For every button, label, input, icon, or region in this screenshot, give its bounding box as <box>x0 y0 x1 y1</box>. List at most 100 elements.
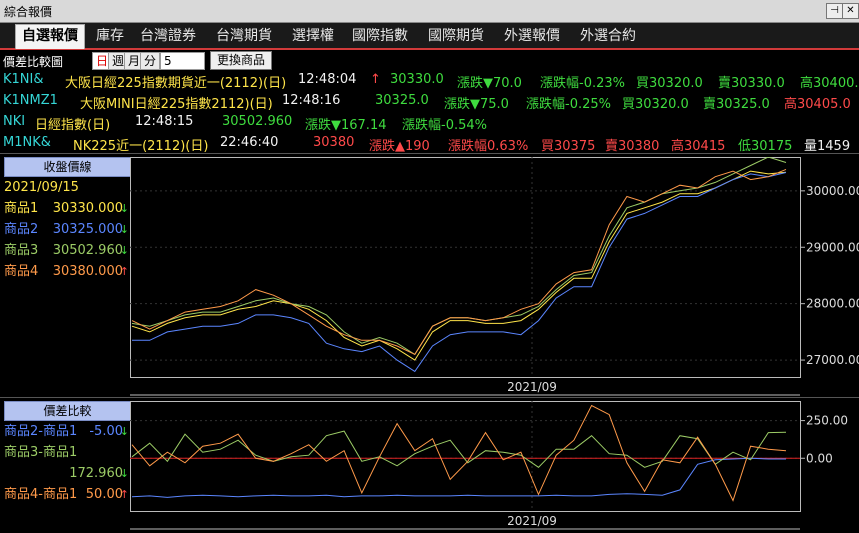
spread-chart[interactable]: 250.00 0.00 2021/09 <box>130 401 859 532</box>
close-price-sidebar: 收盤價線 2021/09/15 商品1 30330.000 ↓ 商品2 3032… <box>4 157 131 282</box>
y-tick-label: 29000.00 <box>806 240 859 254</box>
x-tick-label: 2021/09 <box>507 514 557 528</box>
tab-foreign-options-quote[interactable]: 外選報價 <box>504 28 560 44</box>
quote-ask: 賣30330.0 <box>718 76 785 91</box>
y-tick-label: 0.00 <box>806 451 833 465</box>
spread-heading: 價差比較 <box>4 401 131 421</box>
close-price-date: 2021/09/15 <box>4 180 79 195</box>
quote-code: NKI <box>3 114 26 129</box>
close-price-panel: 收盤價線 2021/09/15 商品1 30330.000 ↓ 商品2 3032… <box>0 153 859 398</box>
tab-watchlist[interactable]: 自選報價 <box>15 24 85 49</box>
tab-bar: 自選報價 庫存 台灣證券 台灣期貨 選擇權 國際指數 國際期貨 外選報價 外選合… <box>0 23 859 50</box>
window-title: 綜合報價 <box>4 5 53 19</box>
quote-bid: 買30375 <box>541 139 596 154</box>
quote-price: 30325.0 <box>375 93 429 108</box>
legend-item: 商品1 30330.000 ↓ <box>4 198 129 219</box>
series-line <box>131 404 787 502</box>
down-arrow-icon: ↓ <box>119 202 129 215</box>
quote-change: 漲跌▼70.0 <box>457 76 522 91</box>
tab-options[interactable]: 選擇權 <box>292 28 334 44</box>
plot-frame <box>130 401 801 512</box>
legend-item: 商品4 30380.000 ↑ <box>4 261 129 282</box>
count-spinner[interactable]: 5 <box>160 52 205 70</box>
window-titlebar: 綜合報價 ⊣ ✕ <box>0 0 859 23</box>
down-arrow-icon: ↓ <box>119 223 129 236</box>
legend-item-value: 172.960 ↓ <box>4 463 129 484</box>
quote-pct: 漲跌幅-0.25% <box>526 97 611 112</box>
down-arrow-icon: ↓ <box>119 467 129 480</box>
quote-code: M1NK& <box>3 135 51 150</box>
quote-pct: 漲跌幅0.63% <box>448 139 529 154</box>
tab-intl-futures[interactable]: 國際期貨 <box>428 28 484 44</box>
x-tick-label: 2021/09 <box>507 380 557 394</box>
quote-price: 30380 <box>313 135 355 150</box>
quote-name: 大阪MINI日經225指數2112)(日) <box>80 97 273 112</box>
quote-low: 低30175 <box>738 139 793 154</box>
quote-row[interactable]: M1NK& NK225近一(2112)(日) 22:46:40 30380 漲跌… <box>0 132 859 154</box>
quote-name: 大阪日經225指數期貨近一(2112)(日) <box>65 76 287 91</box>
quote-change: 漲跌▼167.14 <box>305 118 387 133</box>
down-arrow-icon: ↓ <box>119 244 129 257</box>
quote-bid: 買30320.0 <box>622 97 689 112</box>
quote-row[interactable]: K1NMZ1 大阪MINI日經225指數2112)(日) 12:48:16 30… <box>0 90 859 112</box>
y-tick-label: 30000.00 <box>806 184 859 198</box>
quote-bid: 買30320.0 <box>636 76 703 91</box>
tab-intl-index[interactable]: 國際指數 <box>352 28 408 44</box>
series-line <box>131 457 786 498</box>
quote-row[interactable]: NKI 日經指數(日) 12:48:15 30502.960 漲跌▼167.14… <box>0 111 859 133</box>
quote-pct: 漲跌幅-0.23% <box>540 76 625 91</box>
y-tick-label: 27000.00 <box>806 353 859 367</box>
quote-high: 高30400.0 <box>800 76 859 91</box>
quote-name: NK225近一(2112)(日) <box>73 139 209 154</box>
quote-volume: 量1459 <box>804 139 851 154</box>
quote-ask: 賣30325.0 <box>703 97 770 112</box>
quote-ask: 賣30380 <box>605 139 660 154</box>
close-price-chart[interactable]: 30000.00 29000.00 28000.00 27000.00 2021/09 <box>130 157 859 397</box>
legend-item: 商品3-商品1 <box>4 445 78 460</box>
quote-time: 22:46:40 <box>220 135 279 150</box>
quote-high: 高30405.0 <box>784 97 851 112</box>
spread-panel: 價差比較 商品2-商品1 -5.00 ↓ 商品3-商品1 172.960 ↓ 商… <box>0 397 859 533</box>
y-tick-label: 28000.00 <box>806 297 859 311</box>
series-line <box>132 172 787 373</box>
close-price-heading: 收盤價線 <box>4 157 131 177</box>
quote-high: 高30415 <box>671 139 726 154</box>
series-line <box>131 430 787 468</box>
tab-tw-futures[interactable]: 台灣期貨 <box>216 28 272 44</box>
period-minute[interactable]: 分 <box>140 52 161 70</box>
change-product-button[interactable]: 更換商品 <box>210 51 273 70</box>
toolbar-label: 價差比較圖 <box>3 55 64 69</box>
plot-frame <box>130 157 801 378</box>
legend-item: 商品2 30325.000 ↓ <box>4 219 129 240</box>
quote-name: 日經指數(日) <box>35 118 111 133</box>
series-line <box>131 168 787 356</box>
down-arrow-icon: ↓ <box>119 425 129 438</box>
quote-time: 12:48:16 <box>282 93 341 108</box>
quote-price: 30330.0 <box>390 72 444 87</box>
quote-change: 漲跌▲190 <box>369 139 430 154</box>
tab-inventory[interactable]: 庫存 <box>96 28 124 44</box>
legend-item: 商品3 30502.960 ↓ <box>4 240 129 261</box>
pin-icon[interactable]: ⊣ <box>826 3 843 19</box>
quote-arrow: ↑ <box>370 72 381 87</box>
toolbar: 價差比較圖 日 週 月 分 5 更換商品 <box>0 51 859 71</box>
quote-pct: 漲跌幅-0.54% <box>402 118 487 133</box>
quote-time: 12:48:15 <box>135 114 194 129</box>
quote-time: 12:48:04 <box>298 72 357 87</box>
legend-item: 商品4-商品1 50.00 ↑ <box>4 484 129 505</box>
quote-row[interactable]: K1NI& 大阪日經225指數期貨近一(2112)(日) 12:48:04 ↑ … <box>0 69 859 91</box>
period-month[interactable]: 月 <box>124 52 145 70</box>
quote-code: K1NI& <box>3 72 44 87</box>
close-icon[interactable]: ✕ <box>842 3 859 19</box>
tab-tw-securities[interactable]: 台灣證券 <box>140 28 196 44</box>
up-arrow-icon: ↑ <box>119 265 129 278</box>
series-line <box>131 170 787 361</box>
quote-change: 漲跌▼75.0 <box>444 97 509 112</box>
tab-foreign-options-contract[interactable]: 外選合約 <box>580 28 636 44</box>
quote-code: K1NMZ1 <box>3 93 58 108</box>
quote-price: 30502.960 <box>222 114 293 129</box>
y-tick-label: 250.00 <box>806 414 848 428</box>
up-arrow-icon: ↑ <box>119 488 129 501</box>
period-week[interactable]: 週 <box>108 52 129 70</box>
legend-item: 商品2-商品1 -5.00 ↓ <box>4 421 129 442</box>
